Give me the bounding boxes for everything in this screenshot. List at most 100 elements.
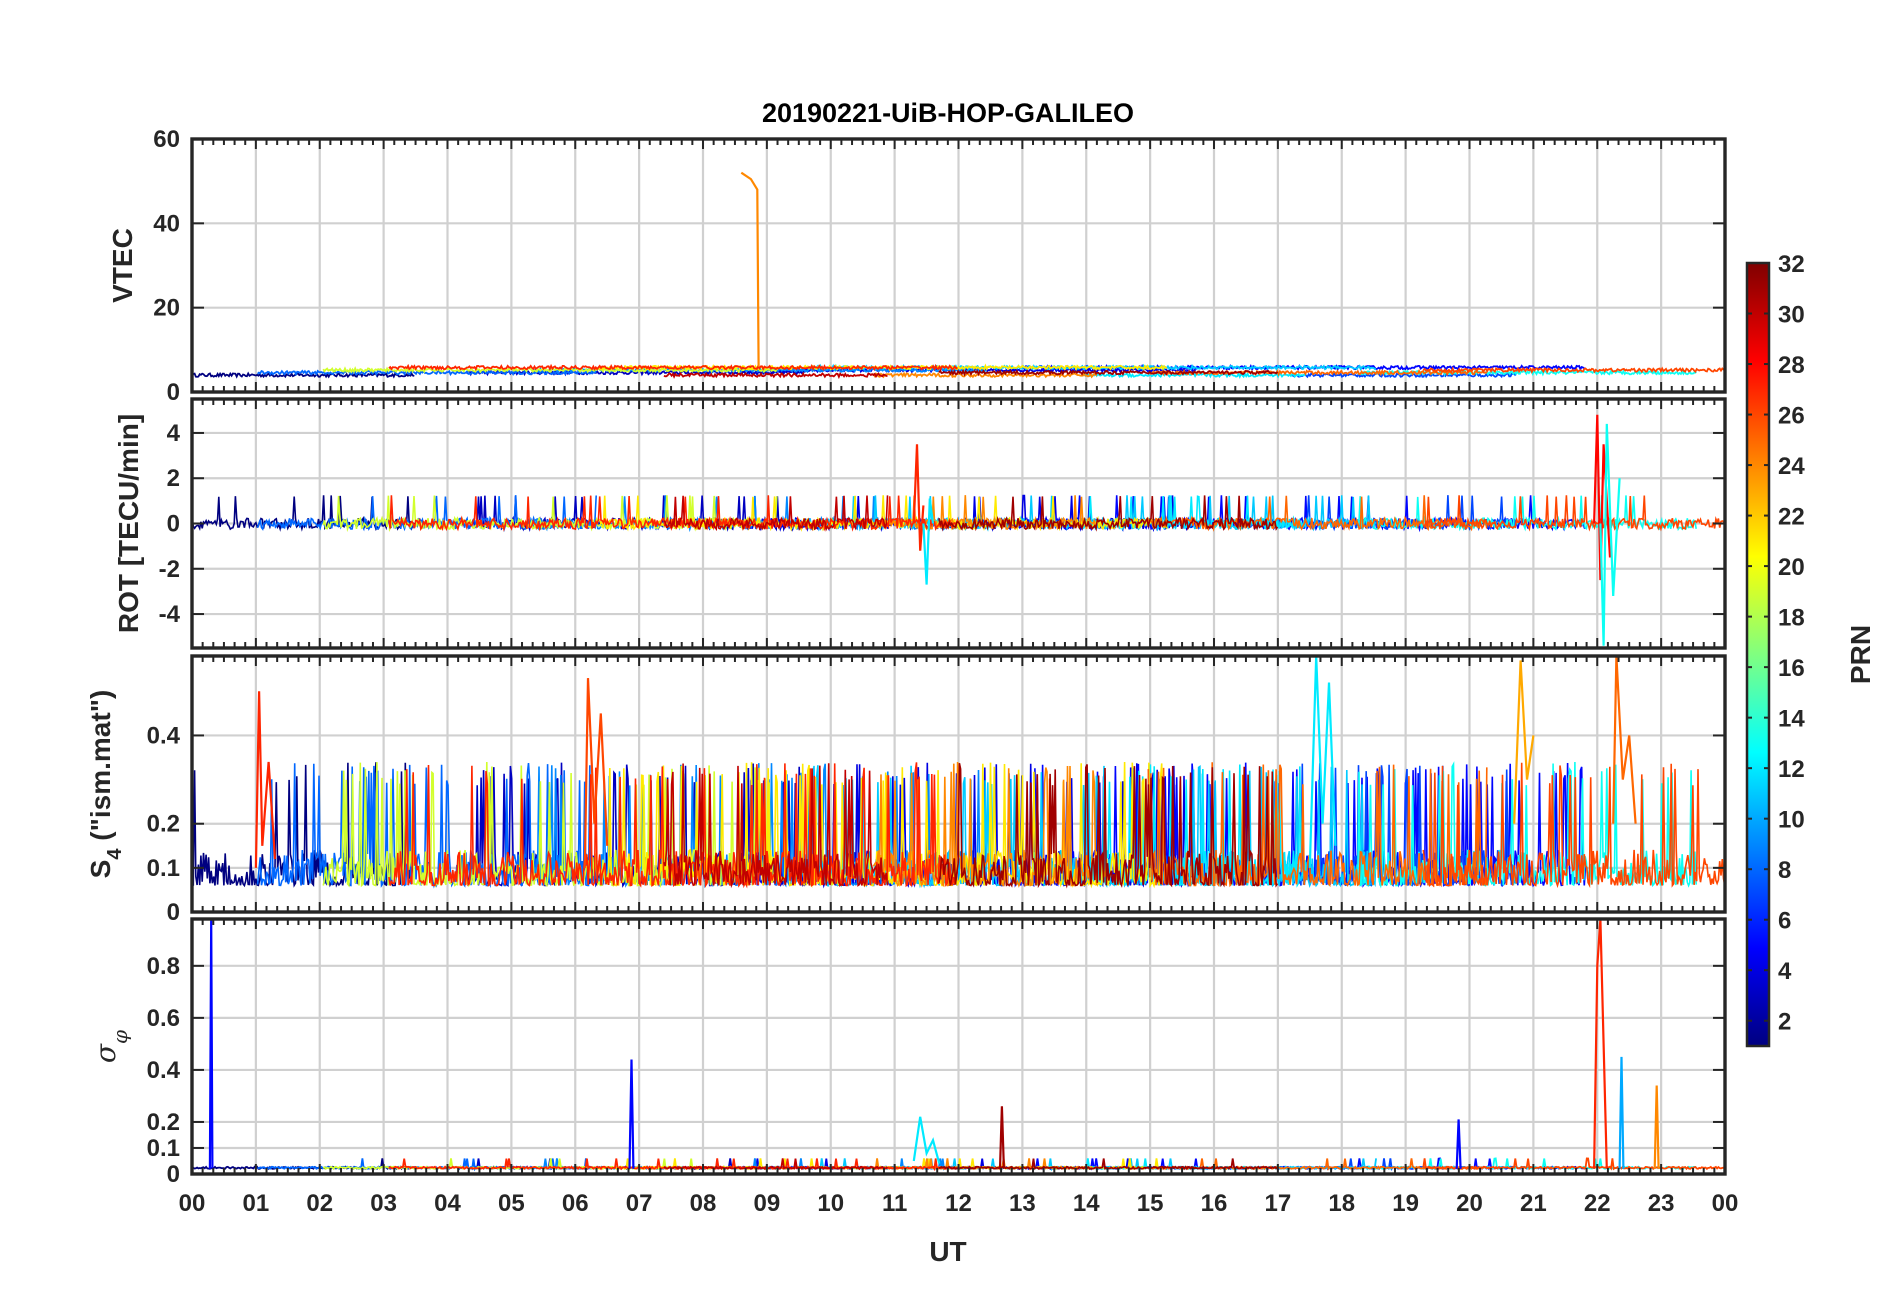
colorbar-frame [1745, 261, 1771, 1048]
series-rot [192, 414, 1725, 646]
colorbar-tick-label: 24 [1778, 453, 1805, 480]
x-tick-label: 00 [1712, 1190, 1739, 1217]
ticks-s4 [191, 656, 1726, 913]
highlight-line-s4-2 [1308, 656, 1337, 868]
series-line-prn-31 [938, 762, 1279, 889]
chart-title: 20190221-UiB-HOP-GALILEO [762, 98, 1134, 128]
colorbar-tick-label: 20 [1778, 554, 1805, 581]
x-tick-label: 16 [1201, 1190, 1228, 1217]
y-tick-label: 0.4 [147, 722, 181, 749]
x-tick-label: 22 [1584, 1190, 1611, 1217]
x-axis: 00 01 02 03 04 05 06 07 08 09 10 11 12 13 14 15 16 17 18 19… [179, 1190, 1739, 1217]
series-line-prn-1 [192, 371, 415, 379]
x-axis-label: UT [929, 1236, 966, 1267]
highlight-line-s4-3 [1513, 660, 1535, 824]
y-tick-label: 2 [167, 465, 180, 492]
y-tick-label: 0.1 [147, 855, 180, 882]
colorbar-tick-label: 4 [1778, 958, 1792, 985]
colorbar-tick-label: 6 [1778, 908, 1791, 935]
series-line-prn-7 [1291, 371, 1517, 379]
x-tick-label: 01 [243, 1190, 270, 1217]
colorbar-tick-label: 10 [1778, 807, 1805, 834]
highlight-line-sigma-1 [628, 1059, 635, 1169]
series-line-prn-30 [663, 495, 889, 532]
panel-vtec: 0 20 40 60 VTEC [107, 126, 1727, 406]
series-line-prn-26 [1422, 366, 1725, 375]
colorbar-tick-label: 28 [1778, 352, 1805, 379]
series-line-prn-21 [598, 495, 1168, 532]
series-line-prn-19 [322, 366, 778, 374]
y-tick-label: -2 [159, 556, 180, 583]
series-line-prn-31 [938, 495, 1279, 532]
grid-vtec [192, 139, 1725, 392]
y-tick-label: 0.2 [147, 811, 180, 838]
highlight-line-s4-0 [254, 691, 277, 868]
y-axis-label-rot: ROT [TECU/min] [113, 414, 144, 633]
y-tick-label: 20 [153, 295, 180, 322]
x-tick-label: 13 [1009, 1190, 1036, 1217]
highlight-line-sigma-3 [912, 1116, 941, 1164]
x-tick-label: 04 [434, 1190, 461, 1217]
panel-rot: -4 -2 0 2 4 ROT [TECU/min] [113, 397, 1727, 650]
grid-sigma [192, 919, 1725, 1174]
x-tick-label: 09 [754, 1190, 781, 1217]
colorbar-tick-label: 2 [1778, 1009, 1791, 1036]
x-tick-label: 07 [626, 1190, 653, 1217]
colorbar-tick-label: 8 [1778, 857, 1791, 884]
x-tick-label: 11 [882, 1190, 907, 1217]
panel-sigma: 00.10.2 0.4 0.6 0.8 σφ [89, 917, 1727, 1188]
ticks-sigma [191, 919, 1726, 1175]
series-line-prn-26 [1422, 495, 1725, 532]
y-axis-label-vtec: VTEC [107, 228, 138, 303]
colorbar-tick-label: 22 [1778, 504, 1805, 531]
x-tick-label: 06 [562, 1190, 589, 1217]
x-tick-label: 23 [1648, 1190, 1675, 1217]
series-line-prn-24 [872, 761, 1098, 888]
highlight-line-s4-4 [1612, 656, 1637, 824]
panel-s4: 0 0.1 0.2 0.4 S4 ("ism.mat") [85, 654, 1727, 926]
y-tick-label: 0.8 [147, 953, 180, 980]
y-tick-label: 0 [167, 899, 180, 926]
series-sigma [192, 919, 1725, 1172]
y-tick-label: 4 [167, 420, 181, 447]
series-line-prn-8 [256, 369, 597, 377]
highlight-line-rot-3 [1599, 423, 1621, 646]
x-tick-label: 20 [1456, 1190, 1483, 1217]
y-tick-label: 0 [167, 1161, 180, 1188]
series-line-prn-13 [1356, 495, 1697, 532]
series-line-prn-12 [1081, 371, 1307, 379]
series-line-prn-30 [663, 371, 888, 380]
ticks-rot [191, 399, 1726, 648]
x-tick-label: 21 [1520, 1190, 1547, 1217]
colorbar-tick-label: 14 [1778, 706, 1805, 733]
x-tick-label: 08 [690, 1190, 717, 1217]
highlight-line-rot-1 [922, 498, 935, 585]
x-tick-label: 10 [817, 1190, 844, 1217]
y-tick-label: 0.4 [147, 1057, 181, 1084]
colorbar-tick-label: 26 [1778, 403, 1805, 430]
x-tick-label: 05 [498, 1190, 525, 1217]
y-axis-label-sigma: σφ [89, 1030, 132, 1063]
x-tick-label: 02 [306, 1190, 333, 1217]
x-tick-label: 14 [1073, 1190, 1100, 1217]
highlight-line-sigma-2 [998, 1106, 1005, 1169]
highlight-line-sigma-0 [208, 919, 214, 1169]
y-tick-label: -4 [159, 601, 181, 628]
series-line-prn-27 [388, 363, 958, 372]
x-tick-label: 12 [945, 1190, 972, 1217]
colorbar-tick-label: 32 [1778, 251, 1805, 278]
series-vtec [192, 171, 1725, 380]
y-tick-label: 40 [153, 210, 180, 237]
highlight-line-sigma-4 [1455, 1119, 1462, 1169]
y-tick-label: 0 [167, 511, 180, 538]
highlight-line-vtec-0 [740, 171, 760, 367]
x-tick-label: 19 [1392, 1190, 1419, 1217]
series-line-prn-26 [1422, 1157, 1725, 1171]
series-line-prn-24 [872, 371, 1098, 379]
x-tick-label: 03 [370, 1190, 397, 1217]
highlight-line-s4-1 [583, 678, 609, 868]
colorbar-tick-label: 12 [1778, 756, 1805, 783]
